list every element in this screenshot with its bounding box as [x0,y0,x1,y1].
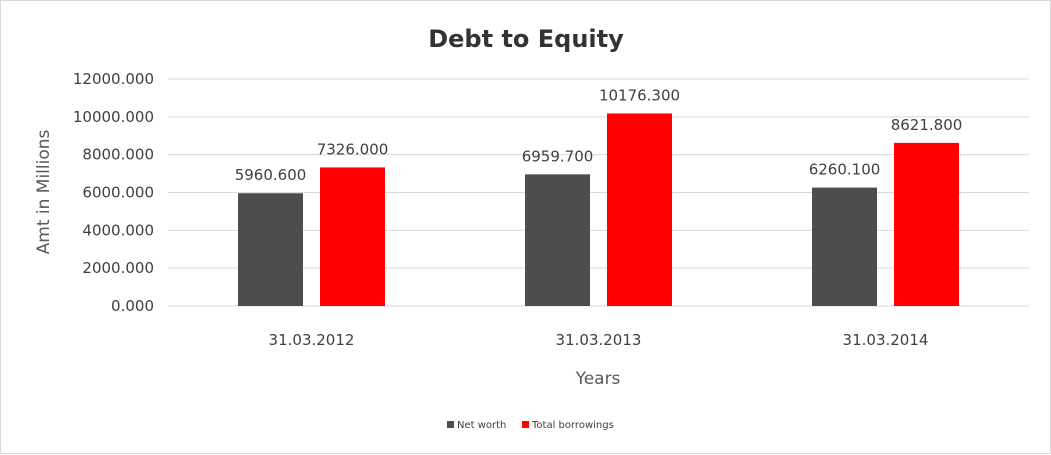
bar-total-borrowings [320,167,385,306]
data-label: 6959.700 [522,147,594,165]
y-tick-label: 6000.000 [82,184,154,202]
bar-net-worth [238,193,303,306]
y-tick-label: 2000.000 [82,259,154,277]
y-tick-label: 12000.000 [73,70,154,88]
bars [238,113,959,306]
y-tick-label: 8000.000 [82,146,154,164]
data-label: 7326.000 [317,140,389,158]
legend: Net worth Total borrowings [447,420,614,431]
data-label: 6260.100 [809,161,881,179]
bar-total-borrowings [894,142,959,306]
x-axis-title: Years [575,369,621,389]
y-tick-label: 4000.000 [82,221,154,239]
legend-swatch [447,421,454,428]
x-tick-label: 31.03.2012 [269,331,355,349]
y-axis-title: Amt in Millions [34,129,54,254]
legend-label: Total borrowings [531,420,614,431]
data-labels: 5960.600 7326.000 6959.700 10176.300 6260.10… [235,86,963,184]
data-label: 5960.600 [235,166,307,184]
legend-label: Net worth [457,420,506,431]
bar-total-borrowings [607,113,672,306]
x-tick-label: 31.03.2013 [556,331,642,349]
y-tick-label: 0.000 [111,297,154,315]
bar-net-worth [812,187,877,306]
y-axis-ticks: 0.000 2000.000 4000.000 6000.000 8000.000 100… [73,70,154,315]
gridlines [168,78,1029,307]
data-label: 10176.300 [599,86,680,104]
x-axis-ticks: 31.03.2012 31.03.2013 31.03.2014 [269,331,929,349]
data-label: 8621.800 [891,116,963,134]
y-tick-label: 10000.000 [73,108,154,126]
legend-swatch [522,421,529,428]
x-tick-label: 31.03.2014 [843,331,929,349]
chart-title: Debt to Equity [428,25,624,53]
bar-net-worth [525,174,590,306]
